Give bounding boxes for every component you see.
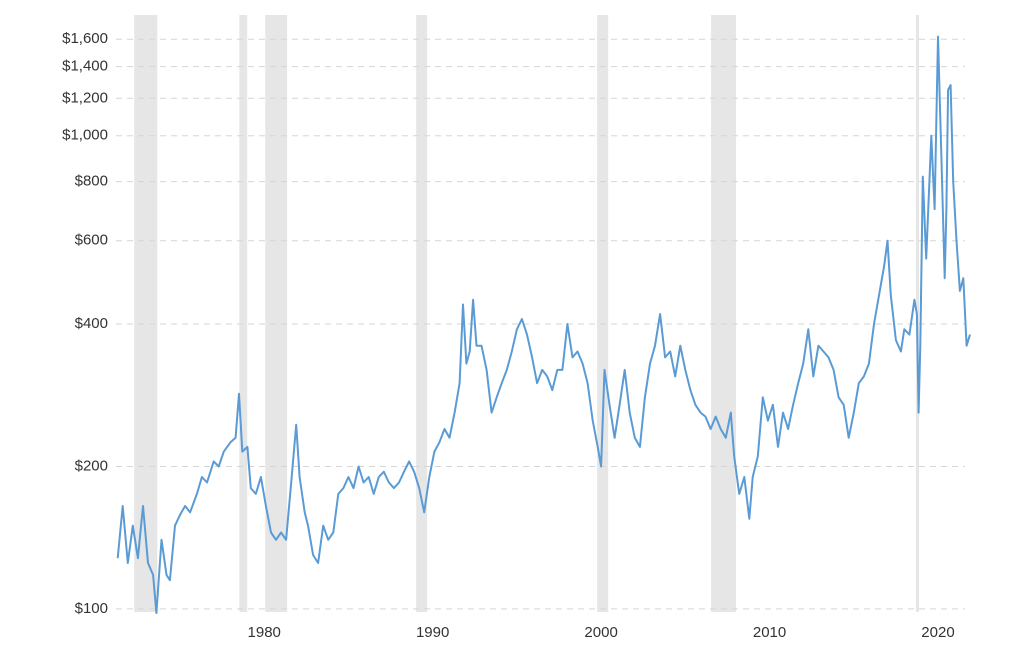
x-tick-label: 2000 <box>584 624 617 641</box>
x-tick-label: 2020 <box>921 624 954 641</box>
y-tick-label: $1,600 <box>62 30 108 47</box>
recession-band <box>597 15 609 612</box>
recession-band <box>134 15 158 612</box>
recession-band <box>239 15 248 612</box>
y-tick-label: $400 <box>75 315 108 332</box>
y-tick-label: $1,000 <box>62 127 108 144</box>
x-tick-label: 1990 <box>416 624 449 641</box>
x-tick-label: 1980 <box>248 624 281 641</box>
recession-band <box>416 15 428 612</box>
x-tick-label: 2010 <box>753 624 786 641</box>
y-tick-label: $1,200 <box>62 89 108 106</box>
recession-band <box>711 15 737 612</box>
y-tick-label: $800 <box>75 173 108 190</box>
price-line <box>116 35 971 614</box>
y-tick-label: $100 <box>75 600 108 617</box>
y-tick-label: $200 <box>75 457 108 474</box>
y-tick-label: $1,400 <box>62 58 108 75</box>
recession-band <box>265 15 288 612</box>
y-tick-label: $600 <box>75 232 108 249</box>
